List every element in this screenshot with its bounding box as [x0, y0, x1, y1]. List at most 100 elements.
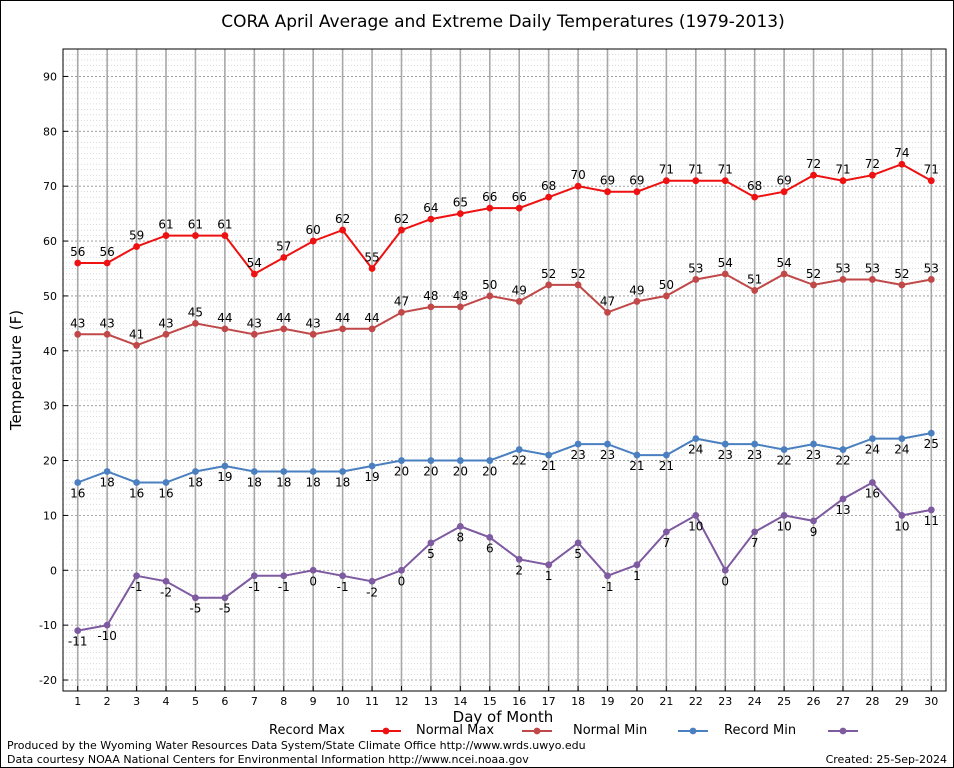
x-tick-label: 4 [163, 695, 170, 708]
record-min-point [192, 594, 199, 602]
record-min-point [74, 627, 82, 635]
record-max-point [604, 188, 611, 196]
record-max-point [515, 204, 523, 212]
record-max-point [927, 177, 935, 185]
normal-min-data-label: 21 [629, 459, 644, 473]
record-min-point [398, 566, 405, 574]
legend-label-record-max: Record Max [269, 723, 345, 738]
record-max-data-label: 69 [776, 174, 791, 188]
normal-min-line [77, 432, 932, 484]
record-max-point [574, 182, 582, 190]
y-tick-label: 30 [43, 400, 57, 413]
record-max-data-label: 69 [600, 174, 615, 188]
x-tick-label: 26 [807, 695, 821, 708]
normal-max-data-label: 49 [512, 283, 527, 297]
record-max-point [398, 226, 405, 234]
y-tick-label: 10 [43, 509, 57, 522]
normal-max-data-label: 49 [629, 283, 644, 297]
record-max-data-label: 68 [541, 179, 556, 193]
record-max-data-label: 66 [512, 190, 527, 204]
normal-max-data-label: 47 [600, 294, 615, 308]
record-min-point [339, 572, 347, 580]
record-min-data-label: 9 [810, 525, 818, 539]
record-max-point [662, 177, 670, 185]
normal-min-point [662, 451, 670, 459]
normal-max-point [339, 325, 347, 333]
normal-max-point [780, 270, 788, 278]
record-min-point [839, 495, 847, 503]
record-max-data-label: 66 [482, 190, 497, 204]
normal-min-point [309, 468, 317, 475]
normal-min-point [927, 429, 935, 437]
record-min-point [692, 512, 700, 519]
normal-max-point [309, 330, 317, 338]
normal-min-point [515, 446, 523, 453]
normal-min-point [898, 435, 906, 442]
record-min-data-label: 2 [515, 563, 523, 577]
record-min-data-label: 7 [751, 536, 759, 550]
normal-min-data-label: 18 [306, 476, 321, 490]
record-min-point [898, 512, 906, 519]
normal-min-data-label: 25 [924, 437, 939, 451]
normal-max-point [398, 308, 405, 316]
legend: Record Max Normal Max Normal Min Record Min [269, 723, 858, 738]
normal-max-point [898, 281, 906, 289]
normal-min-point [74, 479, 82, 486]
normal-min-data-label: 23 [570, 448, 585, 462]
normal-min-point [604, 440, 611, 448]
normal-max-data-label: 43 [158, 316, 173, 330]
record-max-data-label: 71 [688, 163, 703, 177]
normal-max-point [162, 330, 170, 338]
x-tick-label: 29 [895, 695, 909, 708]
normal-max-point [221, 325, 229, 333]
normal-max-data-label: 52 [570, 267, 585, 281]
record-max-point [810, 171, 817, 179]
y-tick-label: 70 [43, 180, 57, 193]
record-min-data-label: 11 [924, 514, 939, 528]
normal-min-data-label: 21 [659, 459, 674, 473]
normal-max-point [368, 325, 376, 333]
record-max-data-label: 62 [335, 212, 350, 226]
normal-min-point [545, 451, 553, 459]
record-min-point [780, 512, 788, 519]
x-tick-label: 9 [310, 695, 317, 708]
normal-max-data-label: 45 [188, 305, 203, 319]
normal-max-data-label: 44 [364, 311, 379, 325]
normal-min-data-label: 24 [865, 443, 880, 457]
record-min-data-label: 0 [721, 574, 729, 588]
footer-created-date: Created: 25-Sep-2024 [826, 753, 947, 766]
normal-min-point [751, 440, 759, 448]
legend-label-normal-max: Normal Max [416, 723, 494, 738]
record-max-data-label: 64 [423, 201, 438, 215]
x-tick-label: 1 [74, 695, 81, 708]
record-max-point [74, 259, 82, 267]
x-tick-label: 24 [748, 695, 762, 708]
normal-max-data-label: 47 [394, 294, 409, 308]
normal-max-data-label: 51 [747, 272, 762, 286]
normal-max-data-label: 43 [306, 316, 321, 330]
x-tick-label: 6 [221, 695, 228, 708]
record-max-data-label: 71 [718, 163, 733, 177]
normal-min-data-label: 18 [335, 476, 350, 490]
y-tick-label: 0 [50, 564, 57, 577]
record-min-data-label: -5 [189, 602, 201, 616]
normal-max-data-label: 41 [129, 327, 144, 341]
normal-min-data-label: 23 [600, 448, 615, 462]
normal-min-data-label: 23 [747, 448, 762, 462]
normal-min-point [721, 440, 729, 448]
record-max-point [133, 243, 140, 250]
normal-min-point [368, 462, 376, 470]
normal-min-data-label: 22 [835, 454, 850, 468]
normal-max-data-label: 50 [482, 278, 497, 292]
normal-min-point [869, 435, 876, 442]
record-max-point [250, 270, 258, 278]
record-min-point [133, 572, 140, 580]
normal-max-point [250, 330, 258, 338]
normal-min-data-label: 18 [276, 476, 291, 490]
legend-label-record-min: Record Min [724, 723, 796, 738]
record-min-data-label: -11 [68, 635, 88, 649]
normal-max-point [192, 319, 199, 327]
x-tick-label: 3 [133, 695, 140, 708]
record-max-series: 56 56 59 61 61 61 54 57 60 62 55 62 64 65 66 66 68 70 69 69… [70, 146, 939, 278]
